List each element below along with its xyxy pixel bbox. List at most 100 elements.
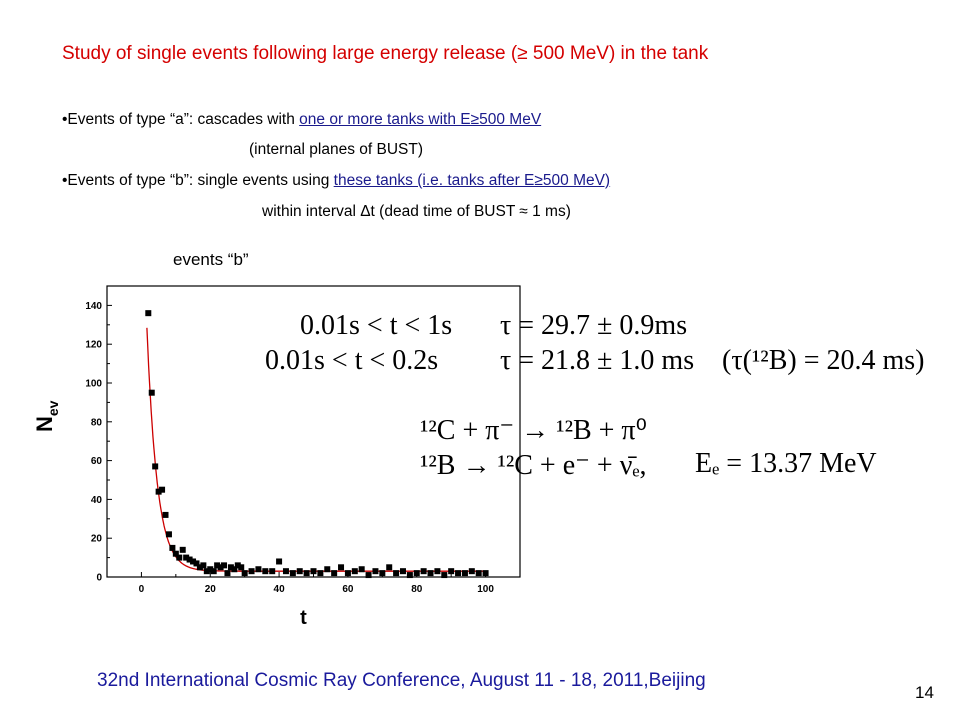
data-point [227,564,234,571]
ref-tau: (τ(¹²B) = 20.4 ms) [722,345,925,376]
data-point [152,463,159,470]
data-point [203,568,210,575]
reaction-2: ¹²B → ¹²C + e⁻ + ν̄ₑ, [420,450,647,481]
x-tick-label: 20 [205,584,217,595]
data-point [331,570,338,577]
data-point [193,560,200,567]
data-point [169,544,176,551]
data-point [344,570,351,577]
data-point [296,568,303,575]
data-point [386,564,393,571]
data-point [276,558,283,565]
bullet-b-underlined: these tanks (i.e. tanks after E≥500 MeV) [333,172,611,189]
y-tick-label: 20 [91,534,103,545]
data-point [269,568,276,575]
data-point [317,570,324,577]
data-point [210,568,217,575]
bullet-b-prefix: •Events of type “b”: single events using [62,172,334,189]
y-axis-label: Nev [32,400,61,432]
y-tick-label: 120 [85,340,102,351]
bullet-a-underlined: one or more tanks with E≥500 MeV [299,111,542,128]
data-point [196,564,203,571]
data-point [372,568,379,575]
y-tick-label: 100 [85,379,102,390]
data-point [238,564,245,571]
electron-energy: Eₑ = 13.37 MeV [695,448,877,479]
bullet-b-note: within interval Δt (dead time of BUST ≈ … [262,203,571,220]
fit-curve [146,327,486,572]
data-point [186,556,193,563]
data-point [448,568,455,575]
data-point [427,570,434,577]
data-point [434,568,441,575]
footer-conference: 32nd International Cosmic Ray Conference… [97,670,706,691]
y-tick-label: 0 [96,573,102,584]
data-point [393,570,400,577]
data-point [262,568,269,575]
data-point [207,566,214,573]
y-tick-label: 140 [85,301,102,312]
data-point [482,570,489,577]
y-tick-label: 40 [91,495,103,506]
fit2-tau: τ = 21.8 ± 1.0 ms [500,345,695,376]
x-tick-label: 0 [139,584,145,595]
data-point [441,572,448,579]
x-axis-label: t [300,607,307,629]
data-point [234,562,241,569]
bullet-type-a: •Events of type “a”: cascades with one o… [62,111,541,129]
data-point [461,570,468,577]
data-point [365,572,372,579]
data-point [145,310,152,317]
data-point [379,570,386,577]
data-point [179,546,186,553]
fit1-tau: τ = 29.7 ± 0.9ms [500,310,688,341]
data-point [190,558,197,565]
x-tick-label: 80 [411,584,423,595]
data-point [255,566,262,573]
data-point [148,389,155,396]
data-point [475,570,482,577]
y-tick-label: 80 [91,417,103,428]
data-point [241,570,248,577]
data-point [172,550,179,557]
data-point [310,568,317,575]
data-point [289,570,296,577]
data-point [214,562,221,569]
data-point [200,562,207,569]
x-tick-label: 60 [342,584,354,595]
data-point [231,566,238,573]
data-point [221,562,228,569]
page-number: 14 [915,683,934,702]
data-point [455,570,462,577]
bullet-type-b: •Events of type “b”: single events using… [62,172,610,190]
data-point [351,568,358,575]
data-point [162,511,169,518]
data-point [176,554,183,561]
data-point [159,486,166,493]
data-point [399,568,406,575]
reaction-1: ¹²C + π⁻ → ¹²B + π⁰ [420,415,647,446]
data-point [420,568,427,575]
bullet-a-prefix: •Events of type “a”: cascades with [62,111,300,128]
data-point [155,488,162,495]
fit2-range: 0.01s < t < 0.2s [265,345,439,376]
y-tick-label: 60 [91,456,103,467]
data-point [183,554,190,561]
data-point [324,566,331,573]
fit1-range: 0.01s < t < 1s [300,310,453,341]
data-point [217,564,224,571]
data-point [224,570,231,577]
data-point [358,566,365,573]
data-point [303,570,310,577]
x-tick-label: 100 [477,584,494,595]
slide-title: Study of single events following large e… [62,43,709,64]
events-b-label: events “b” [173,250,249,269]
data-point [406,572,413,579]
data-point [248,568,255,575]
data-point [165,531,172,538]
data-point [468,568,475,575]
data-point [413,570,420,577]
bullet-a-note: (internal planes of BUST) [249,141,424,158]
x-tick-label: 40 [274,584,286,595]
